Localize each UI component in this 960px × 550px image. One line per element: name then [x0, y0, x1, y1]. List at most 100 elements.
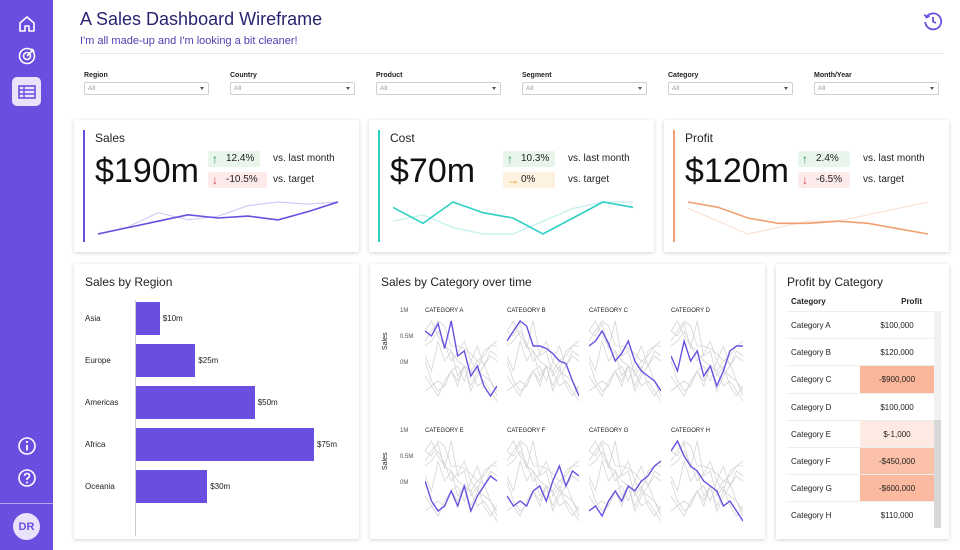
kpi-sparkline	[98, 201, 338, 235]
category-ghost-line	[507, 340, 579, 397]
y-axis-tick: 0M	[400, 480, 409, 486]
category-ghost-line	[507, 320, 579, 397]
region-bar	[136, 428, 314, 461]
table-cell-category: Category D	[791, 402, 832, 412]
profit-table-scroll-thumb[interactable]	[934, 420, 941, 528]
kpi-accent-bar	[378, 130, 380, 242]
arrow-right-icon: →	[507, 173, 519, 187]
table-cell-profit: $120,000	[880, 348, 914, 358]
sparkline-comparison	[688, 201, 928, 235]
target-button[interactable]	[12, 41, 41, 70]
filter-label: Country	[230, 72, 257, 79]
kpi-accent-bar	[83, 130, 85, 242]
sparkline-comparison	[393, 201, 633, 235]
category-panel-label: CATEGORY A	[425, 308, 464, 314]
chevron-down-icon	[638, 87, 642, 90]
category-series-line	[507, 464, 579, 508]
filter-value: All	[234, 85, 242, 92]
sidebar: DR	[0, 0, 53, 550]
table-row: Category E $-1,000	[786, 419, 942, 447]
region-value-label: $50m	[257, 398, 278, 407]
region-bar	[136, 470, 208, 503]
table-row: Category D $100,000	[786, 392, 942, 420]
table-button[interactable]	[12, 77, 41, 106]
kpi-title: Sales	[95, 131, 126, 145]
sparkline-comparison	[98, 201, 338, 235]
category-ghost-line	[589, 440, 661, 522]
filter-dropdown[interactable]: All	[668, 82, 793, 95]
table-row: Category A $100,000	[786, 311, 942, 338]
kpi-delta-value: -10.5%	[226, 174, 258, 185]
chevron-down-icon	[200, 87, 204, 90]
table-row: Category H $110,000	[786, 501, 942, 528]
category-panel-label: CATEGORY B	[507, 308, 546, 314]
kpi-card-cost: Cost $70m ↑ 10.3% vs. last month → 0% vs. targe…	[369, 120, 654, 252]
filter-product: Product All	[376, 72, 501, 95]
region-axis-line	[135, 300, 136, 536]
kpi-delta-note: vs. last month	[568, 153, 630, 164]
kpi-value: $70m	[390, 152, 476, 190]
filter-dropdown[interactable]: All	[522, 82, 647, 95]
profit-by-category-title: Profit by Category	[787, 275, 884, 289]
filter-dropdown[interactable]: All	[230, 82, 355, 95]
filter-country: Country All	[230, 72, 355, 95]
table-cell-profit: $110,000	[880, 511, 914, 521]
kpi-sparkline	[393, 201, 633, 235]
home-icon	[18, 15, 35, 32]
category-ghost-line	[507, 440, 579, 517]
category-ghost-line	[671, 320, 743, 397]
filter-dropdown[interactable]: All	[376, 82, 501, 95]
kpi-delta-note: vs. target	[568, 174, 610, 185]
profit-table-scrollbar[interactable]	[934, 311, 941, 528]
chevron-down-icon	[784, 87, 788, 90]
filter-dropdown[interactable]: All	[814, 82, 939, 95]
region-value-label: $75m	[317, 440, 338, 449]
table-row: Category F -$450,000	[786, 446, 942, 475]
category-series-line	[425, 320, 497, 398]
kpi-delta-note: vs. target	[273, 174, 315, 185]
category-panel-chart	[507, 440, 579, 522]
arrow-down-icon: ↓	[802, 173, 808, 187]
category-ghost-line	[507, 339, 579, 388]
filter-dropdown[interactable]: All	[84, 82, 209, 95]
y-axis-title: Sales	[382, 332, 389, 350]
table-cell-profit: $-1,000	[860, 420, 934, 447]
category-ghost-line	[589, 440, 661, 517]
category-panel-chart	[671, 320, 743, 402]
region-value-label: $25m	[198, 356, 219, 365]
avatar[interactable]: DR	[13, 513, 40, 540]
filter-value: All	[380, 85, 388, 92]
kpi-delta-value: 0%	[521, 174, 536, 185]
history-icon	[923, 12, 943, 31]
table-cell-profit: $100,000	[880, 321, 914, 330]
kpi-value: $120m	[685, 152, 789, 190]
category-panel-label: CATEGORY H	[671, 428, 711, 434]
column-header-profit: Profit	[901, 297, 922, 306]
table-cell-profit: -$600,000	[860, 475, 934, 502]
region-value-label: $10m	[162, 314, 183, 323]
category-panel-label: CATEGORY E	[425, 428, 464, 434]
category-ghost-line	[507, 320, 579, 402]
filter-label: Product	[376, 72, 403, 79]
category-ghost-line	[671, 460, 743, 517]
history-button[interactable]	[922, 10, 944, 37]
arrow-up-icon: ↑	[802, 152, 808, 166]
kpi-delta-value: 12.4%	[226, 153, 255, 164]
chevron-down-icon	[346, 87, 350, 90]
home-button[interactable]	[12, 9, 41, 38]
y-axis-tick: 0.5M	[400, 334, 414, 340]
arrow-up-icon: ↑	[212, 152, 218, 166]
help-button[interactable]	[12, 463, 41, 492]
kpi-sparkline	[688, 201, 928, 235]
kpi-card-sales: Sales $190m ↑ 12.4% vs. last month ↓ -10.5% vs.…	[74, 120, 359, 252]
category-panel-label: CATEGORY F	[507, 428, 546, 434]
info-button[interactable]	[12, 431, 41, 460]
category-panel-chart	[589, 320, 661, 402]
category-series-line	[589, 460, 661, 518]
category-panel-chart	[425, 440, 497, 522]
table-cell-category: Category E	[791, 429, 832, 439]
table-cell-category: Category A	[791, 321, 831, 330]
category-series-line	[671, 439, 743, 522]
kpi-delta-badge: ↑ 2.4%	[798, 151, 850, 167]
filter-value: All	[672, 85, 680, 92]
